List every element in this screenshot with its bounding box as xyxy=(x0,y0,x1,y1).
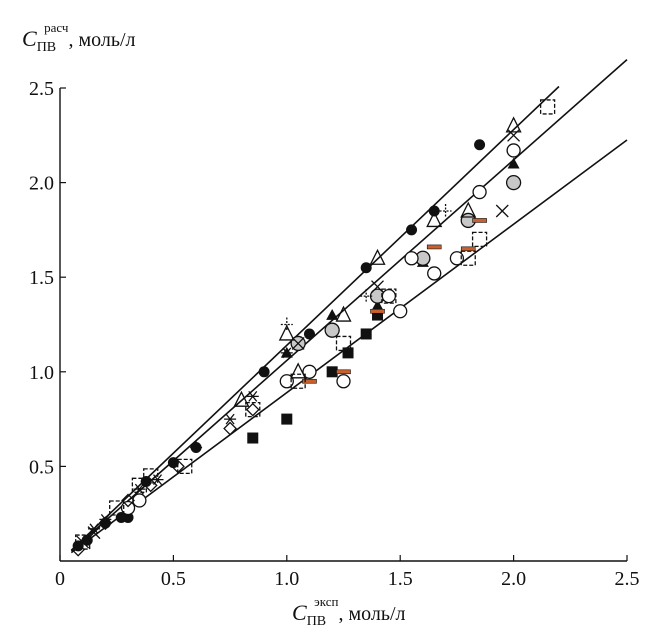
open-square-point xyxy=(143,468,159,484)
open-triangle-point xyxy=(278,324,295,341)
filled-square-point xyxy=(342,347,354,359)
open-circle-point xyxy=(336,374,351,389)
gray-circle-point xyxy=(505,174,522,191)
open-diamond-point xyxy=(223,421,238,436)
open-square-point xyxy=(460,250,476,266)
dash-point xyxy=(426,244,442,250)
open-triangle-point xyxy=(426,210,443,228)
open-circle-point xyxy=(381,288,397,304)
asterisk-point xyxy=(99,513,112,525)
dash-point xyxy=(336,369,351,375)
filled-circle-point xyxy=(360,262,372,274)
plus-point xyxy=(280,317,293,332)
data-points xyxy=(71,99,556,557)
y-tick-label: 0.5 xyxy=(29,456,54,478)
filled-square-point xyxy=(372,309,384,321)
filled-square-point xyxy=(326,366,338,378)
filled-square-point xyxy=(247,432,259,444)
y-tick-label: 1.0 xyxy=(29,362,54,384)
x-axis-label: CПВэксп, моль/л xyxy=(292,594,406,629)
plus-point xyxy=(190,440,203,455)
filled-circle-point xyxy=(167,457,179,469)
filled-triangle-point xyxy=(507,157,520,169)
dash-point xyxy=(460,246,476,252)
dash-point xyxy=(472,218,487,223)
open-square-point xyxy=(471,231,488,248)
gray-circle-point xyxy=(324,322,340,338)
open-diamond-point xyxy=(171,459,185,474)
open-square-point xyxy=(335,335,352,352)
asterisk-point xyxy=(224,413,237,425)
asterisk-point xyxy=(88,523,101,535)
open-square-point xyxy=(539,99,556,115)
filled-circle-point xyxy=(428,205,440,217)
open-triangle-point xyxy=(335,305,352,322)
x-tick-label: 2.5 xyxy=(615,568,640,590)
filled-circle-point xyxy=(303,328,315,340)
open-diamond-point xyxy=(71,542,86,557)
regression-line xyxy=(70,59,628,552)
filled-circle-point xyxy=(406,224,418,236)
open-square-point xyxy=(381,288,397,304)
plus-point xyxy=(439,203,452,218)
x-tick-label: 1.5 xyxy=(388,568,413,590)
dash-point xyxy=(370,308,385,314)
cross-point xyxy=(495,204,509,218)
y-tick-label: 2.0 xyxy=(29,173,54,195)
cross-point xyxy=(291,336,305,350)
filled-triangle-point xyxy=(326,309,339,320)
open-diamond-point xyxy=(143,478,158,493)
open-circle-point xyxy=(393,304,408,319)
open-circle-point xyxy=(279,374,294,389)
open-circle-point xyxy=(449,251,465,266)
open-circle-point xyxy=(132,493,147,508)
dash-point xyxy=(302,378,317,384)
open-circle-point xyxy=(120,500,136,516)
regression-lines xyxy=(70,59,628,554)
filled-circle-point xyxy=(258,366,270,378)
plus-point xyxy=(360,289,373,304)
filled-square-point xyxy=(281,413,293,425)
open-diamond-point xyxy=(245,402,260,417)
x-tick-label: 0 xyxy=(55,568,65,590)
open-square-point xyxy=(75,534,91,550)
asterisk-point xyxy=(246,390,259,402)
open-triangle-point xyxy=(460,201,477,218)
x-tick-label: 2.0 xyxy=(501,568,526,590)
open-triangle-point xyxy=(369,248,386,265)
cross-point xyxy=(507,128,521,142)
open-square-point xyxy=(245,401,261,418)
open-diamond-point xyxy=(121,493,135,508)
x-tick-label: 0.5 xyxy=(161,568,186,590)
filled-circle-point xyxy=(122,511,134,523)
x-tick-label: 1.0 xyxy=(274,568,299,590)
regression-line xyxy=(70,85,560,551)
y-tick-label: 1.5 xyxy=(29,267,54,289)
filled-circle-point xyxy=(474,139,486,151)
open-square-point xyxy=(177,458,193,475)
open-square-point xyxy=(131,477,148,493)
open-circle-point xyxy=(427,266,442,281)
y-tick-label: 2.5 xyxy=(29,78,54,100)
axes: 0 0.5 1.0 1.5 2.0 2.5 0.5 1.0 1.5 2.0 2.5 xyxy=(29,78,640,590)
open-circle-point xyxy=(404,251,419,266)
open-diamond-point xyxy=(98,516,113,531)
open-circle-point xyxy=(506,143,521,158)
open-triangle-point xyxy=(290,362,307,379)
open-circle-point xyxy=(472,184,487,200)
cross-point xyxy=(76,535,90,549)
open-square-point xyxy=(290,373,306,389)
open-square-point xyxy=(109,500,125,516)
regression-line xyxy=(70,139,628,554)
open-triangle-point xyxy=(233,390,250,407)
filled-triangle-point xyxy=(371,299,384,311)
y-axis-label: CПВрасч, моль/л xyxy=(22,20,136,55)
open-triangle-point xyxy=(505,116,522,133)
filled-square-point xyxy=(360,328,372,340)
open-circle-point xyxy=(302,364,317,379)
asterisk-point xyxy=(280,347,293,359)
